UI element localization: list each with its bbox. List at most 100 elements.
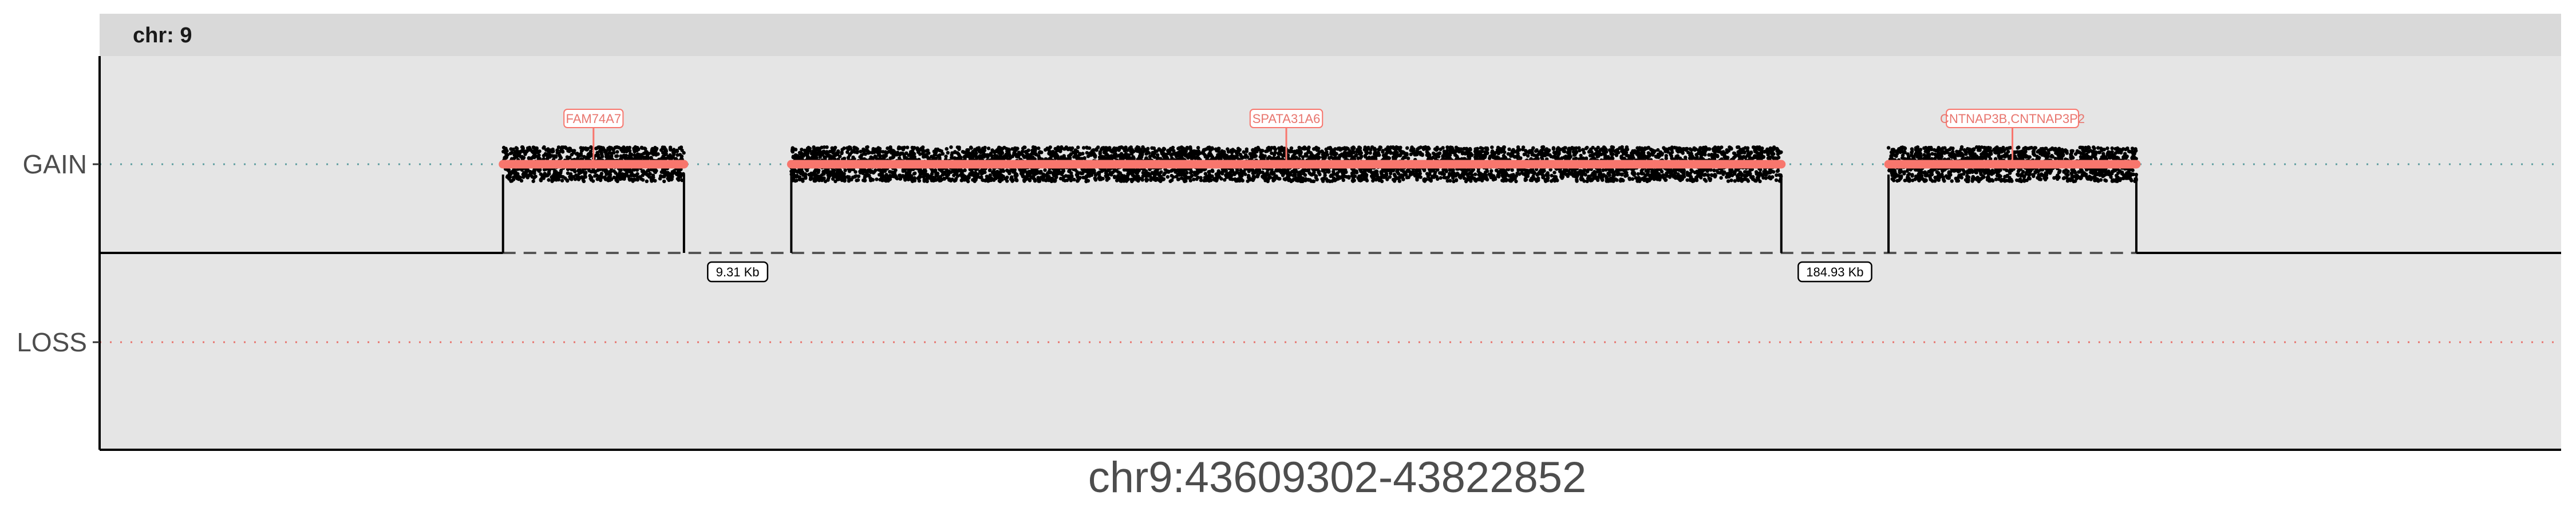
probe-point [1161,152,1166,156]
probe-point [1364,150,1368,154]
probe-point [813,168,817,172]
probe-point [672,148,676,152]
probe-point [1293,173,1297,177]
probe-point [1507,147,1511,151]
probe-point [823,157,827,161]
probe-point [851,155,855,160]
probe-point [556,145,561,149]
probe-point [1752,145,1757,149]
probe-point [1710,173,1714,177]
probe-point [1220,172,1224,176]
probe-point [1397,176,1401,180]
probe-point [1495,155,1499,159]
probe-point [1444,169,1448,173]
probe-point [1024,150,1028,154]
probe-point [586,153,590,157]
probe-point [1069,148,1073,152]
probe-point [966,148,970,152]
probe-point [536,155,541,160]
probe-point [613,145,617,150]
probe-point [873,154,878,159]
probe-point [853,175,858,179]
probe-point [603,150,607,154]
probe-point [626,174,630,179]
probe-point [1633,149,1637,153]
probe-point [680,178,684,183]
probe-point [614,171,618,175]
probe-point [970,169,974,173]
probe-point [538,168,542,172]
probe-point [988,173,993,177]
probe-point [946,150,950,155]
probe-point [950,151,954,155]
probe-point [1085,150,1089,155]
probe-point [675,148,679,153]
probe-point [594,146,598,150]
probe-point [599,151,604,155]
probe-point [672,151,676,155]
probe-point [633,153,637,157]
probe-point [1736,145,1741,149]
probe-point [1188,179,1192,183]
probe-point [557,152,561,156]
probe-point [1669,168,1673,173]
probe-point [963,157,967,161]
probe-point [1670,156,1674,160]
probe-point [546,173,550,177]
probe-point [891,149,895,153]
probe-point [1743,170,1747,174]
probe-point [579,153,583,157]
probe-point [1242,150,1246,154]
probe-point [524,150,528,154]
probe-point [1162,147,1167,151]
probe-point [856,174,861,179]
probe-point [622,153,627,158]
probe-point [1670,148,1674,152]
probe-point [627,146,631,150]
probe-point [561,175,565,179]
probe-point [1325,179,1329,183]
probe-point [509,157,514,161]
probe-point [1538,170,1542,175]
probe-point [670,155,674,159]
probe-point [1546,176,1550,180]
probe-point [567,146,571,150]
probe-point [987,168,992,172]
probe-point [1353,174,1357,179]
probe-point [1681,148,1685,152]
probe-point [548,148,553,152]
probe-point [1623,174,1627,178]
probe-point [1635,179,1639,183]
probe-point [513,155,517,159]
probe-point [855,179,859,183]
probe-point [1688,147,1692,151]
probe-point [633,173,637,177]
probe-point [1726,179,1730,183]
probe-point [554,154,558,158]
probe-point [795,170,800,174]
probe-point [1064,145,1069,149]
probe-point [1702,177,1706,181]
probe-point [879,171,883,175]
probe-point [1050,176,1054,181]
probe-point [1206,145,1210,150]
probe-point [1554,152,1558,156]
probe-point [521,175,526,179]
probe-point [1000,151,1005,155]
probe-point [556,177,561,182]
probe-point [509,147,513,151]
probe-point [523,172,527,176]
probe-point [1578,148,1582,153]
probe-point [1490,169,1494,173]
probe-point [850,177,854,182]
probe-point [576,176,580,180]
probe-point [1152,146,1156,150]
probe-point [508,175,512,179]
probe-point [599,175,603,179]
probe-point [1764,176,1768,180]
probe-point [560,150,565,154]
probe-point [949,170,953,174]
probe-point [854,146,858,150]
probe-point [1607,148,1612,152]
probe-point [878,157,882,161]
